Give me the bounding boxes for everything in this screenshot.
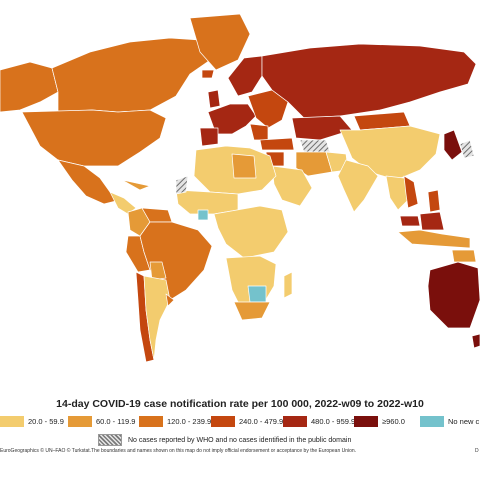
legend-swatch-7	[420, 415, 444, 427]
legend-item-5: 480.0 - 959.9	[283, 414, 355, 428]
region-uruguay	[165, 293, 175, 307]
region-central-africa	[213, 205, 289, 259]
region-madagascar	[283, 271, 293, 299]
region-libya	[231, 153, 257, 179]
region-iceland	[201, 69, 215, 79]
region-botswana	[247, 285, 267, 303]
hatch-swatch	[98, 434, 122, 446]
legend-item-3: 120.0 - 239.9	[139, 414, 211, 428]
legend-label-4: 240.0 - 479.9	[239, 416, 284, 426]
legend-label-6: ≥960.0	[382, 416, 405, 426]
region-south-africa	[233, 301, 271, 321]
region-india	[337, 159, 379, 213]
legend: 20.0 - 59.9 60.0 - 119.9 120.0 - 239.9 2…	[0, 414, 480, 428]
region-turkey	[259, 137, 295, 151]
region-iberia	[199, 127, 219, 147]
legend-swatch-5	[283, 415, 307, 427]
region-western-europe	[207, 103, 257, 135]
region-no-new-cases	[197, 209, 209, 221]
region-usa	[21, 109, 167, 167]
region-sahara-nodata	[175, 175, 189, 195]
region-arabia	[271, 165, 313, 207]
legend-item-2: 60.0 - 119.9	[68, 414, 135, 428]
no-data-legend: No cases reported by WHO and no cases id…	[98, 434, 351, 446]
region-greenland	[189, 13, 251, 71]
attribution-footer: EuroGeographics © UN–FAO © Turkstat.The …	[0, 448, 357, 454]
legend-swatch-6	[354, 415, 378, 427]
legend-swatch-1	[0, 415, 24, 427]
legend-item-6: ≥960.0	[354, 414, 405, 428]
legend-swatch-4	[211, 415, 235, 427]
region-borneo	[419, 211, 445, 231]
region-korea-japan	[443, 129, 463, 161]
region-australia	[427, 261, 480, 329]
region-papua	[451, 249, 477, 263]
legend-label-3: 120.0 - 239.9	[167, 416, 212, 426]
legend-item-4: 240.0 - 479.9	[211, 414, 283, 428]
region-indonesia	[397, 229, 471, 249]
region-new-zealand	[471, 333, 480, 349]
region-central-asia-nodata	[299, 139, 331, 153]
legend-swatch-2	[68, 415, 92, 427]
region-east-nodata	[459, 139, 475, 159]
region-philippines	[427, 189, 441, 213]
legend-label-2: 60.0 - 119.9	[96, 416, 136, 426]
footer-right-fragment: D	[475, 448, 479, 454]
region-argentina	[143, 275, 171, 361]
legend-label-1: 20.0 - 59.9	[28, 416, 64, 426]
region-kazakhstan	[291, 115, 353, 141]
region-vietnam-thailand	[403, 175, 419, 209]
region-russia	[261, 43, 477, 119]
legend-label-7: No new c	[448, 416, 480, 426]
no-data-label: No cases reported by WHO and no cases id…	[128, 436, 352, 444]
legend-item-7: No new c	[420, 414, 479, 428]
region-iran	[295, 151, 333, 177]
world-map	[0, 13, 480, 362]
region-cuba	[121, 179, 151, 191]
legend-item-1: 20.0 - 59.9	[0, 414, 64, 428]
region-alaska	[0, 61, 59, 113]
map-title: 14-day COVID-19 case notification rate p…	[56, 398, 424, 410]
region-malaysia	[399, 215, 421, 227]
region-uk	[207, 89, 221, 109]
region-bolivia	[149, 261, 167, 281]
legend-label-5: 480.0 - 959.9	[311, 416, 356, 426]
legend-swatch-3	[139, 415, 163, 427]
